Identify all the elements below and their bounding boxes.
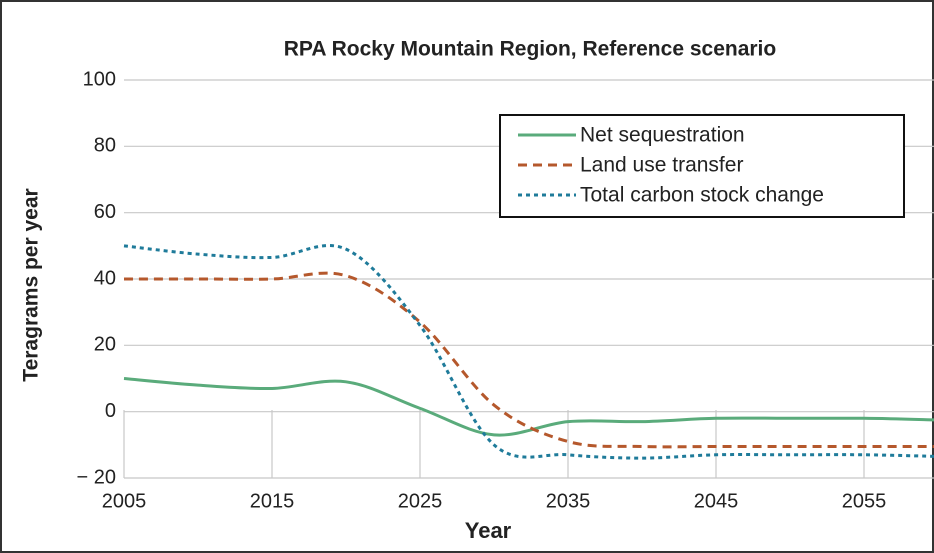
- legend-label: Total carbon stock change: [580, 184, 824, 207]
- x-axis-label: Year: [465, 518, 512, 543]
- chart-title: RPA Rocky Mountain Region, Reference sce…: [284, 38, 776, 61]
- x-tick-label: 2025: [398, 490, 443, 512]
- series-line: [124, 271, 934, 449]
- x-tick-label: 2035: [546, 490, 591, 512]
- y-axis-label: Teragrams per year: [20, 188, 43, 381]
- x-tick-label: 2005: [102, 490, 147, 512]
- y-tick-label: 40: [94, 267, 116, 289]
- y-tick-label: 60: [94, 201, 116, 223]
- y-tick-label: 100: [83, 68, 116, 90]
- series-line: [123, 377, 934, 437]
- y-tick-label: − 20: [77, 466, 116, 488]
- x-tick-label: 2045: [694, 490, 739, 512]
- x-tick-label: 2015: [250, 490, 295, 512]
- y-tick-label: 20: [94, 334, 116, 356]
- series-line: [123, 244, 934, 460]
- y-tick-label: 0: [105, 400, 116, 422]
- legend-label: Land use transfer: [580, 154, 743, 177]
- y-tick-label: 80: [94, 135, 116, 157]
- legend-label: Net sequestration: [580, 124, 745, 147]
- x-tick-label: 2055: [842, 490, 887, 512]
